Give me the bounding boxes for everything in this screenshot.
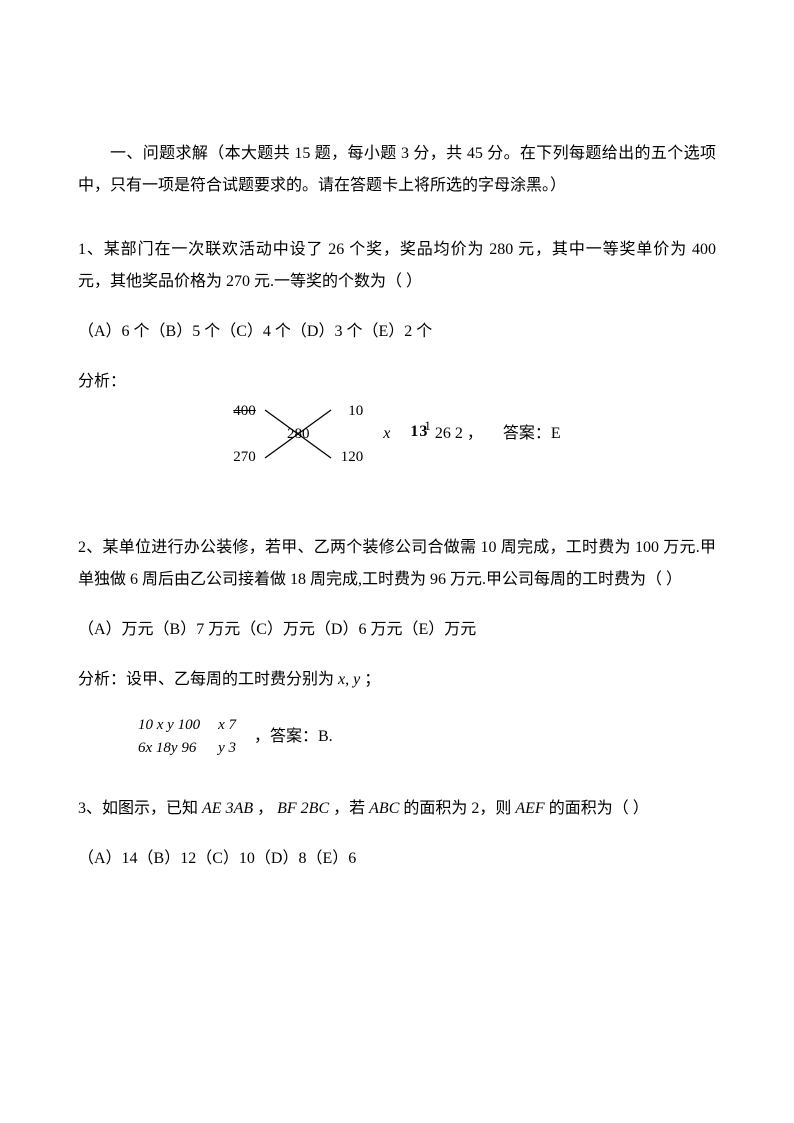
- q2-equations-row: 10 x y 100 6x 18y 96 x 7 y 3 ，答案：B.: [138, 714, 716, 761]
- spacer: [78, 646, 716, 664]
- q3-options: （A）14（B）12（C）10（D）8（E）6: [78, 843, 716, 875]
- q2-stem: 2、某单位进行办公装修，若甲、乙两个装修公司合做需 10 周完成，工时费为 10…: [78, 532, 716, 596]
- q1-options: （A）6 个（B）5 个（C）4 个（D）3 个（E）2 个: [78, 316, 716, 348]
- q1-calc-rest: 26 2 ，: [435, 425, 483, 442]
- q2-options: （A）万元（B）7 万元（C）万元（D）6 万元（E）万元: [78, 614, 716, 646]
- q3-e: 的面积为（ ）: [545, 800, 649, 817]
- cross-lines-icon: [261, 404, 335, 464]
- cross-diagram: 400 270 280 10 120: [233, 398, 363, 470]
- q2-vars: x, y: [338, 671, 360, 688]
- q2-analysis: 分析：设甲、乙每周的工时费分别为 x, y ；: [78, 664, 716, 696]
- q2-eq-left-bot: 6x 18y 96: [138, 737, 200, 760]
- q3-b: ，: [253, 800, 277, 817]
- section-instructions: 一、问题求解（本大题共 15 题，每小题 3 分，共 45 分。在下列每题给出的…: [78, 138, 716, 202]
- spacer: [78, 202, 716, 234]
- q2-analysis-suffix: ；: [360, 671, 380, 688]
- cross-bottom-left: 270: [233, 442, 256, 472]
- q1-x: x: [383, 418, 390, 450]
- q1-frac-num: 1: [424, 419, 431, 433]
- q1-answer: 答案：E: [503, 418, 561, 450]
- q3-c: ，若: [329, 800, 369, 817]
- cross-top-right: 10: [348, 396, 363, 426]
- cross-top-left: 400: [233, 396, 256, 426]
- q2-eq-left: 10 x y 100 6x 18y 96: [138, 714, 200, 761]
- spacer: [78, 298, 716, 316]
- spacer: [78, 596, 716, 614]
- q3-ae: AE 3AB: [202, 800, 253, 817]
- q3-stem: 3、如图示，已知 AE 3AB ， BF 2BC ，若 ABC 的面积为 2，则…: [78, 793, 716, 825]
- spacer: [78, 470, 716, 514]
- q2-eq-right: x 7 y 3: [218, 714, 236, 761]
- q3-abc: ABC: [369, 800, 399, 817]
- spacer: [78, 514, 716, 532]
- spacer: [78, 825, 716, 843]
- q2-eq-right-bot: y 3: [218, 737, 236, 760]
- q1-analysis-label: 分析：: [78, 366, 716, 398]
- q1-diagram-row: 400 270 280 10 120 x 13 1 26 2 ， 答案：E: [78, 398, 716, 470]
- q2-answer: ，答案：B.: [254, 721, 333, 753]
- spacer: [78, 696, 716, 714]
- q2-eq-right-top: x 7: [218, 714, 236, 737]
- q3-aef: AEF: [515, 800, 544, 817]
- q3-a: 3、如图示，已知: [78, 800, 202, 817]
- q1-fraction: 13 1 26 2 ，: [410, 418, 483, 450]
- spacer: [78, 348, 716, 366]
- page: 一、问题求解（本大题共 15 题，每小题 3 分，共 45 分。在下列每题给出的…: [0, 0, 794, 935]
- q2-analysis-prefix: 分析：设甲、乙每周的工时费分别为: [78, 671, 338, 688]
- q3-d: 的面积为 2，则: [399, 800, 515, 817]
- q3-bf: BF 2BC: [277, 800, 329, 817]
- q1-stem: 1、某部门在一次联欢活动中设了 26 个奖，奖品均价为 280 元，其中一等奖单…: [78, 234, 716, 298]
- cross-bottom-right: 120: [341, 442, 364, 472]
- q2-eq-left-top: 10 x y 100: [138, 714, 200, 737]
- spacer: [78, 761, 716, 793]
